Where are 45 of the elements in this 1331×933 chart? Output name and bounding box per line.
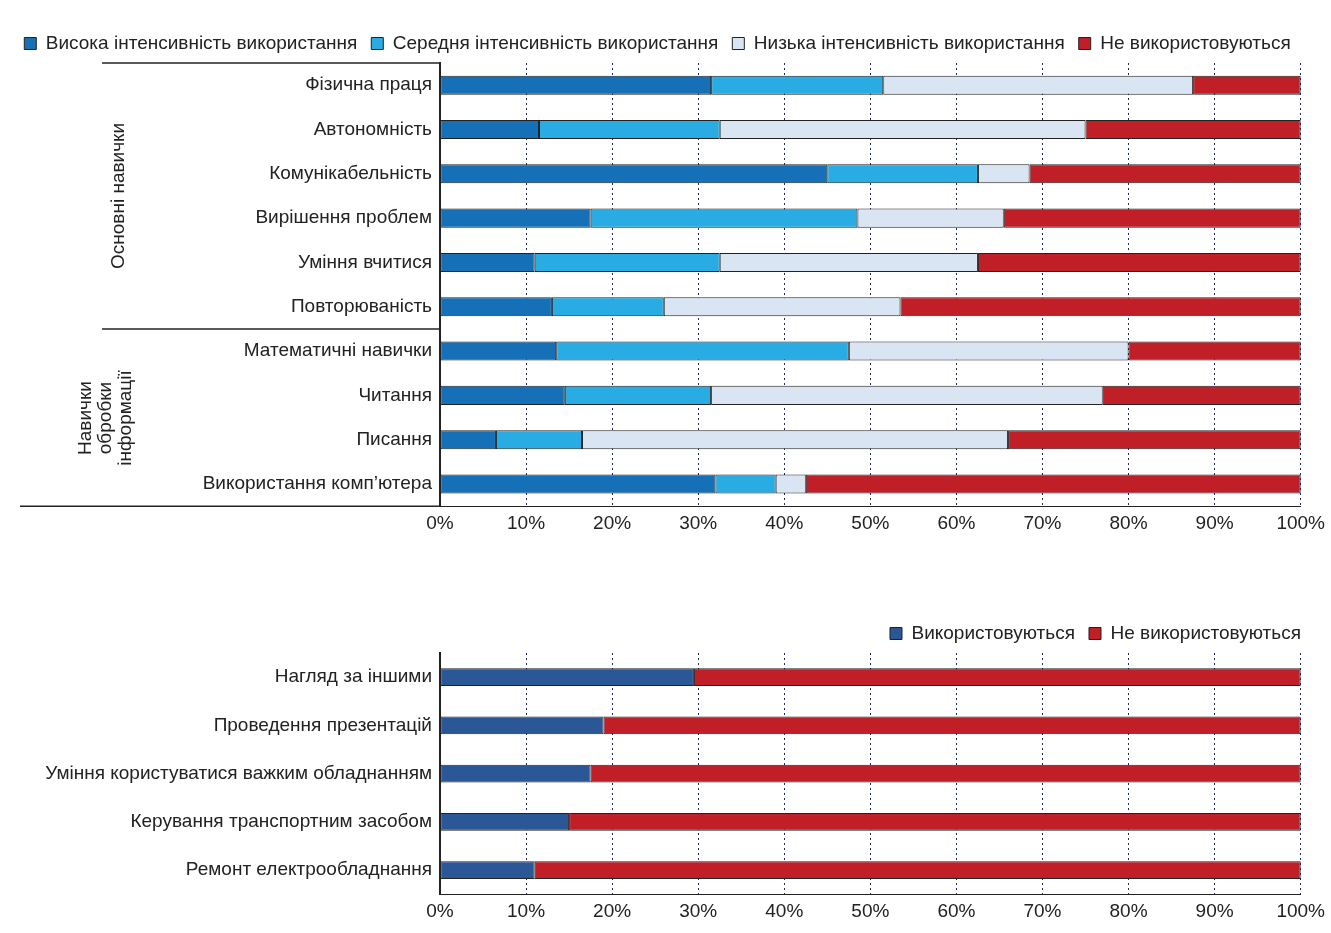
y-tick-label: Математичні навички <box>243 339 432 361</box>
text: Основні навички <box>107 121 128 271</box>
legend-label: Не використовуються <box>1110 621 1302 643</box>
x-tick-label: 10% <box>507 511 546 533</box>
y-tick-label: Проведення презентацій <box>213 713 432 735</box>
x-tick-label: 0% <box>426 511 454 533</box>
y-tick-label: Нагляд за іншими <box>274 665 432 687</box>
y-tick-label: Читання <box>358 383 432 405</box>
y-tick-label: Автономність <box>313 117 433 139</box>
x-tick-label: 40% <box>765 511 804 533</box>
x-tick-label: 20% <box>593 899 632 921</box>
x-tick-label: 0% <box>426 899 454 921</box>
x-tick-label: 30% <box>679 899 718 921</box>
legend-label: Не використовуються <box>1100 31 1291 53</box>
x-tick-label: 70% <box>1023 511 1062 533</box>
text: Навички обробки інформації <box>74 368 135 468</box>
x-tick-label: 90% <box>1195 511 1234 533</box>
x-tick-label: 10% <box>507 899 546 921</box>
y-tick-label: Повторюваність <box>290 294 433 316</box>
legend-label: Використовуються <box>911 621 1075 643</box>
y-tick-label: Уміння вчитися <box>298 250 432 272</box>
x-tick-label: 50% <box>851 899 890 921</box>
y-tick-label: Писання <box>356 427 432 449</box>
x-tick-label: 50% <box>851 511 890 533</box>
legend-label: Низька інтенсивність використання <box>753 31 1065 53</box>
x-tick-label: 60% <box>937 899 976 921</box>
y-tick-label: Фізична праця <box>305 73 432 95</box>
y-tick-label: Ремонт електрообладнання <box>185 858 432 880</box>
x-tick-label: 80% <box>1109 511 1148 533</box>
x-tick-label: 80% <box>1109 899 1148 921</box>
x-tick-label: 90% <box>1195 899 1234 921</box>
legend-label: Середня інтенсивність використання <box>392 31 719 53</box>
x-tick-label: 20% <box>593 511 632 533</box>
x-tick-label: 30% <box>679 511 718 533</box>
x-tick-label: 40% <box>765 899 804 921</box>
x-tick-label: 100% <box>1276 511 1326 533</box>
y-tick-label: Використання комп’ютера <box>202 472 433 494</box>
x-tick-label: 100% <box>1276 899 1326 921</box>
legend-label: Висока інтенсивність використання <box>45 31 358 53</box>
y-tick-label: Вирішення проблем <box>255 206 432 228</box>
y-tick-label: Комунікабельність <box>269 162 433 184</box>
x-tick-label: 60% <box>937 511 976 533</box>
y-tick-label: Керування транспортним засобом <box>130 810 432 832</box>
y-tick-label: Уміння користуватися важким обладнанням <box>45 761 432 783</box>
x-tick-label: 70% <box>1023 899 1062 921</box>
